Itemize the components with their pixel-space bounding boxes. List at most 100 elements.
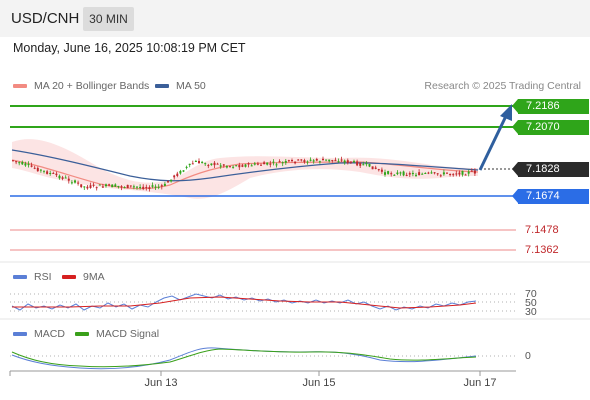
candle-body	[312, 160, 315, 162]
candle-body	[67, 178, 70, 181]
candle-body	[216, 163, 219, 165]
candle-body	[272, 161, 275, 163]
candle-body	[337, 161, 340, 163]
candle-body	[294, 161, 297, 164]
candle-body	[427, 172, 430, 174]
candle-body	[179, 170, 182, 174]
candle-body	[387, 171, 390, 174]
candle-body	[167, 181, 169, 183]
rsi-9ma-swatch	[62, 275, 76, 279]
level-label-target-1: 7.2186	[512, 99, 589, 114]
candle-body	[253, 163, 256, 165]
candle-body	[198, 160, 200, 164]
candle-body	[439, 175, 442, 177]
legend-ma50: MA 50	[155, 80, 206, 92]
timeframe-button[interactable]: 30 MIN	[83, 7, 134, 31]
candle-body	[120, 186, 123, 188]
candle-body	[415, 174, 417, 176]
candle-body	[306, 161, 309, 163]
candle-body	[346, 160, 349, 163]
candle-body	[390, 173, 393, 175]
candle-body	[353, 161, 355, 163]
candle-body	[449, 174, 452, 176]
candle-body	[300, 159, 303, 161]
legend-macd-label: MACD	[34, 328, 65, 340]
candle-body	[455, 173, 458, 175]
candle-body	[287, 160, 290, 162]
candle-body	[129, 185, 132, 187]
candle-body	[210, 163, 213, 166]
candle-body	[126, 184, 129, 189]
candle-body	[157, 186, 160, 188]
candle-body	[225, 166, 228, 168]
ma20-swatch	[13, 84, 27, 88]
candle-body	[281, 162, 284, 164]
candle-body	[49, 173, 52, 175]
candle-body	[421, 173, 424, 175]
legend-macd-signal: MACD Signal	[75, 328, 159, 340]
candle-body	[470, 170, 473, 172]
candle-body	[356, 161, 359, 166]
level-label-support-2: 7.1362	[525, 244, 559, 256]
candle-body	[61, 177, 64, 179]
rsi-9ma-line	[12, 296, 477, 309]
x-label-jun15: Jun 15	[302, 377, 336, 389]
candle-body	[229, 166, 231, 168]
legend-macd: MACD	[13, 328, 65, 340]
candle-body	[194, 160, 197, 162]
candle-body	[418, 172, 421, 176]
candle-body	[365, 163, 368, 165]
candle-body	[74, 180, 76, 183]
candle-body	[114, 184, 117, 187]
legend-ma20: MA 20 + Bollinger Bands	[13, 80, 149, 92]
candle-body	[15, 161, 18, 163]
candle-body	[46, 171, 49, 174]
candle-body	[452, 174, 455, 176]
candle-body	[55, 173, 58, 176]
candle-body	[238, 165, 241, 168]
candle-body	[39, 169, 42, 171]
candle-body	[182, 170, 185, 172]
candle-body	[185, 166, 188, 168]
candle-body	[436, 173, 439, 175]
candle-body	[204, 163, 207, 165]
candle-body	[266, 162, 269, 165]
rsi-line	[11, 293, 477, 311]
macd-swatch	[13, 332, 27, 336]
candle-body	[123, 187, 126, 189]
candle-body	[12, 160, 14, 162]
candle-body	[43, 170, 45, 172]
candle-body	[232, 166, 235, 168]
candle-body	[139, 186, 142, 188]
candle-body	[334, 159, 337, 161]
candle-body	[275, 164, 278, 166]
ma50-swatch	[155, 84, 169, 88]
level-label-support-1: 7.1478	[525, 224, 559, 236]
candle-body	[33, 167, 36, 169]
candle-body	[464, 174, 467, 176]
candle-body	[247, 163, 250, 165]
candle-body	[303, 160, 306, 163]
candle-body	[154, 186, 157, 188]
macd-signal-line	[11, 348, 477, 368]
legend-rsi-9ma: 9MA	[62, 271, 105, 283]
candle-body	[30, 165, 33, 167]
candle-body	[101, 186, 104, 188]
bollinger-band	[12, 139, 478, 199]
candle-body	[315, 159, 318, 161]
chart-timestamp: Monday, June 16, 2025 10:08:19 PM CET	[13, 41, 246, 55]
candle-body	[371, 166, 374, 170]
candle-body	[430, 172, 433, 174]
candlestick-series	[12, 156, 476, 192]
candle-body	[318, 161, 321, 163]
candle-body	[405, 174, 408, 176]
legend-9ma-label: 9MA	[83, 271, 105, 283]
candle-body	[201, 161, 204, 163]
candle-body	[244, 164, 247, 167]
candle-body	[380, 169, 383, 172]
candle-body	[399, 172, 402, 174]
forecast-arrowhead	[500, 104, 512, 121]
candle-body	[80, 184, 83, 188]
candle-body	[442, 172, 445, 175]
candle-body	[111, 184, 114, 188]
